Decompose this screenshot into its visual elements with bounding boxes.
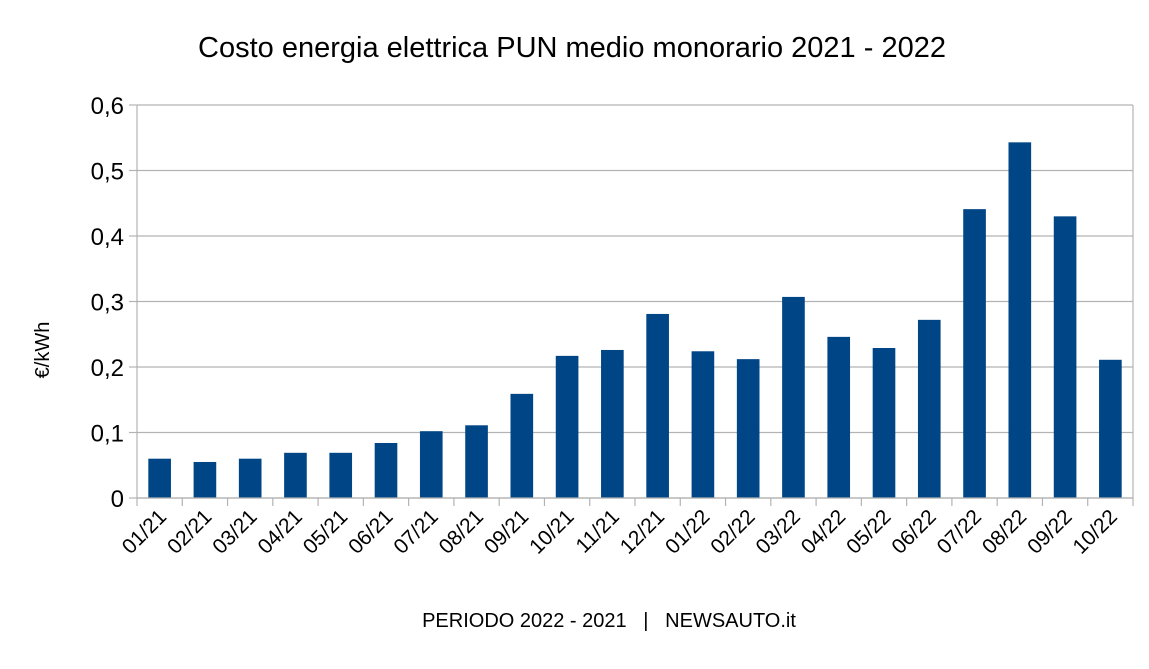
bar-02-22 <box>736 359 760 498</box>
x-tick-label: 02/21 <box>163 505 216 558</box>
bars <box>148 142 1122 498</box>
x-tick-label: 10/21 <box>525 505 578 558</box>
x-tick-label: 06/21 <box>344 505 397 558</box>
bar-01-21 <box>148 458 171 498</box>
bar-10-22 <box>1099 359 1122 498</box>
bar-01-22 <box>691 351 715 498</box>
x-axis-label: PERIODO 2022 - 2021 | NEWSAUTO.it <box>422 610 796 632</box>
x-tick-label: 03/22 <box>752 505 805 558</box>
bar-04-22 <box>827 336 851 498</box>
x-tick-label: 04/22 <box>797 505 850 558</box>
x-tick-label: 05/22 <box>842 505 895 558</box>
x-tick-label: 06/22 <box>887 505 940 558</box>
x-tick-label: 09/22 <box>1023 505 1076 558</box>
bar-07-22 <box>963 209 986 498</box>
x-tick-label: 10/22 <box>1068 505 1121 558</box>
x-tick-label: 11/21 <box>572 505 624 557</box>
bar-05-21 <box>329 452 353 498</box>
x-tick-label: 02/22 <box>706 505 759 558</box>
y-tick-label: 0,4 <box>91 224 124 251</box>
x-tick-label: 08/21 <box>435 505 488 558</box>
bar-02-21 <box>193 461 217 498</box>
x-axis-ticks: 01/2102/2103/2104/2105/2106/2107/2108/21… <box>118 497 1134 559</box>
y-tick-label: 0,6 <box>91 93 124 120</box>
x-tick-label: 01/22 <box>661 505 714 558</box>
chart-title: Costo energia elettrica PUN medio monora… <box>198 32 946 64</box>
y-axis-ticks: 0 0,1 0,2 0,3 0,4 0,5 0,6 <box>91 93 137 513</box>
bar-04-21 <box>284 452 307 498</box>
bar-12-21 <box>646 313 669 498</box>
bar-06-22 <box>917 319 941 498</box>
bar-03-22 <box>782 296 805 498</box>
x-tick-label: 08/22 <box>978 505 1031 558</box>
bar-09-21 <box>510 393 534 498</box>
x-tick-label: 01/21 <box>118 505 171 558</box>
bar-03-21 <box>238 458 262 498</box>
bar-11-21 <box>601 349 624 498</box>
x-tick-label: 04/21 <box>254 505 307 558</box>
bar-06-21 <box>374 442 398 498</box>
bar-07-21 <box>419 431 443 498</box>
x-tick-label: 12/21 <box>616 505 669 558</box>
y-axis-label: €/kWh <box>32 322 54 379</box>
y-tick-label: 0,5 <box>91 159 124 186</box>
x-tick-label: 05/21 <box>299 505 352 558</box>
y-tick-label: 0 <box>111 486 124 513</box>
y-tick-label: 0,2 <box>91 355 124 382</box>
x-tick-label: 09/21 <box>480 505 533 558</box>
gridlines <box>136 104 1134 499</box>
bar-05-22 <box>872 348 896 498</box>
y-tick-label: 0,1 <box>91 421 124 448</box>
x-tick-label: 07/21 <box>389 505 442 558</box>
bar-09-22 <box>1053 216 1077 498</box>
bar-08-21 <box>465 425 488 498</box>
bar-10-21 <box>555 355 579 498</box>
x-tick-label: 03/21 <box>208 505 261 558</box>
y-tick-label: 0,3 <box>91 290 124 317</box>
bar-08-22 <box>1008 142 1032 498</box>
x-tick-label: 07/22 <box>933 505 986 558</box>
